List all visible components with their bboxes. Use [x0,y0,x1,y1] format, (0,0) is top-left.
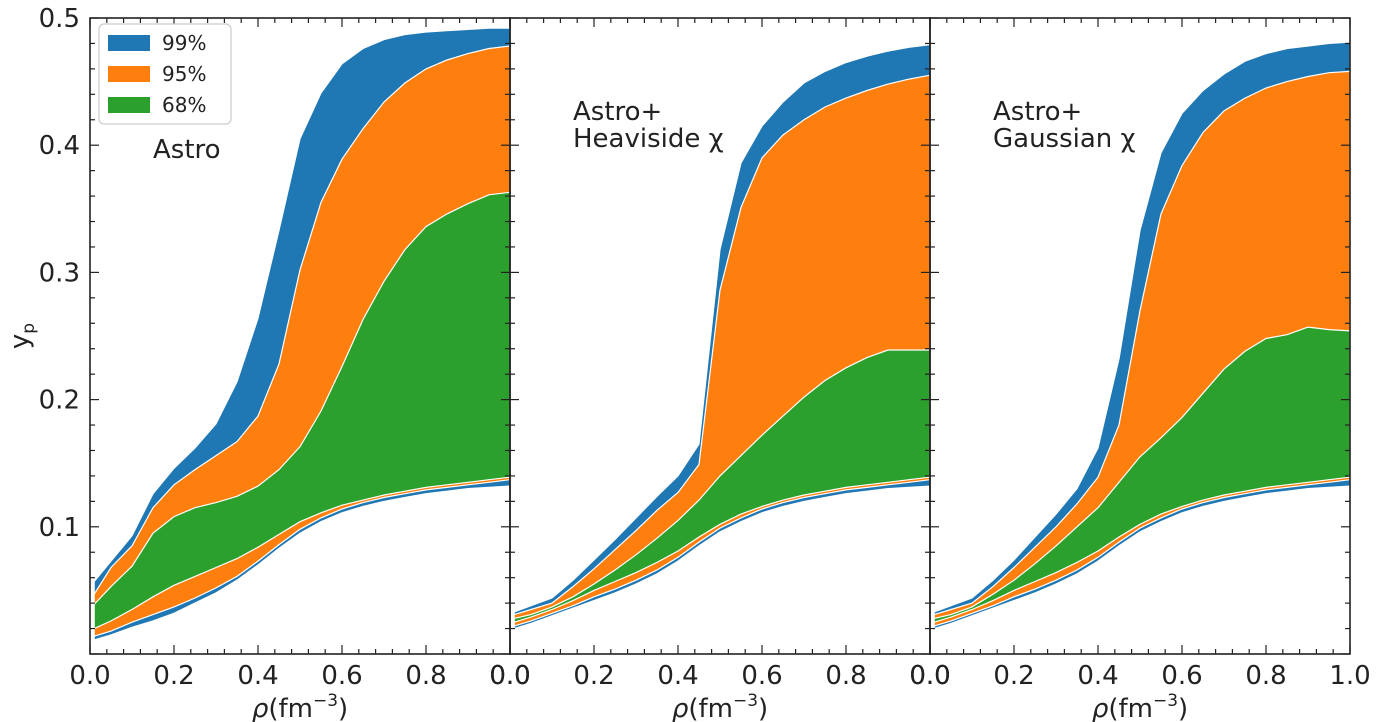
x-tick-label: 0.6 [741,661,782,691]
y-tick-label: 0.3 [39,258,80,288]
bands [513,44,930,630]
x-axis-label: ρ(fm−3) [672,691,768,722]
y-tick-label: 0.1 [39,513,80,543]
x-tick-label: 0.6 [321,661,362,691]
x-ticks [509,18,931,654]
x-axis-label: ρ(fm−3) [1092,691,1188,722]
band-68pct [93,191,510,630]
x-tick-label: 0.2 [153,661,194,691]
x-tick-label: 0.4 [1077,661,1118,691]
y-ticks [90,17,510,655]
legend-swatch [108,66,150,82]
x-tick-label: 0.8 [825,661,866,691]
bands [93,27,510,641]
legend-label: 68% [162,93,206,117]
panel-annotation: Astro [153,135,221,165]
legend: 99% 95% 68% [98,23,232,125]
panel-annotation: Heaviside χ [573,124,724,154]
panel-frame [929,17,1351,655]
band-68pct [513,349,930,624]
x-tick-label: 1.0 [1329,661,1370,691]
x-ticks [89,18,511,654]
y-tick-label: 0.4 [39,131,80,161]
x-tick-label: 0.0 [69,661,110,691]
panel-1 [89,17,511,655]
y-ticks [930,17,1350,655]
x-axis-label: ρ(fm−3) [252,691,348,722]
x-tick-label: 0.2 [993,661,1034,691]
x-tick-label: 0.0 [909,661,950,691]
panel-2 [509,17,931,655]
band-68pct [933,326,1350,624]
x-tick-label: 0.2 [573,661,614,691]
y-ticks [510,17,930,655]
x-tick-label: 0.4 [657,661,698,691]
x-tick-label: 0.6 [1161,661,1202,691]
legend-swatch [108,35,150,51]
panel-annotation: Astro+ [993,97,1082,127]
band-95pct [513,74,930,627]
y-tick-label: 0.5 [39,4,80,34]
x-tick-label: 0.0 [909,661,950,691]
panel-3 [929,17,1351,655]
x-ticks [929,18,1351,654]
x-tick-label: 0.8 [405,661,446,691]
legend-label: 95% [162,62,206,86]
x-tick-label: 0.0 [489,661,530,691]
panels [89,17,1351,655]
legend-label: 99% [162,31,206,55]
x-tick-label: 0.0 [489,661,530,691]
axes-text: yp 0.0 0.2 0.4 0.6 0.8 0.0 0.1 0.2 0.3 0.4 0.5 ρ(fm… [5,4,1371,722]
x-tick-label: 0.4 [237,661,278,691]
y-axis-label: yp [5,323,39,349]
bands [933,41,1350,630]
x-tick-label: 0.8 [1245,661,1286,691]
legend-swatch [108,97,150,113]
y-tick-label: 0.2 [39,386,80,416]
panel-annotation: Astro+ [573,97,662,127]
panel-annotation: Gaussian χ [993,124,1136,154]
